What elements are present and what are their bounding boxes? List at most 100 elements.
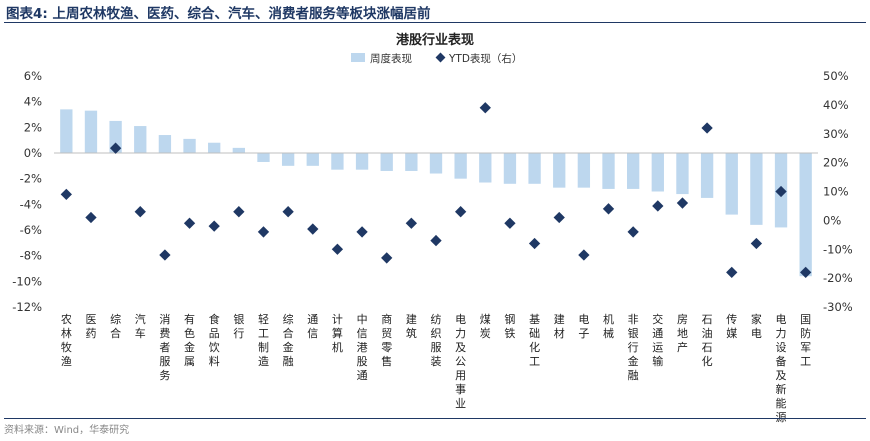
bar-综合: [109, 120, 122, 153]
right-tick-label: -20%: [823, 271, 853, 285]
marker-房地产: [676, 197, 689, 209]
category-label-建筑: 建筑: [406, 312, 417, 340]
bar-series: [60, 109, 812, 277]
figure-title-bar: 图表4: 上周农林牧渔、医药、综合、汽车、消费者服务等板块涨幅居前: [4, 0, 866, 23]
left-tick-label: 2%: [24, 120, 42, 134]
category-label-交通运输: 交通运输: [652, 312, 663, 368]
bar-家电: [750, 153, 763, 225]
left-tick-label: -4%: [20, 197, 42, 211]
right-tick-label: 20%: [823, 156, 849, 170]
category-label-房地产: 房地产: [677, 313, 688, 354]
category-label-建材: 建材: [554, 312, 565, 340]
bar-机械: [602, 153, 615, 189]
right-tick-label: 50%: [823, 69, 849, 83]
right-tick-label: 0%: [823, 213, 841, 227]
category-label-综合: 综合: [110, 312, 121, 340]
category-label-非银行金融: 非银行金融: [628, 313, 639, 382]
category-label-计算机: 计算机: [332, 313, 343, 354]
bar-综合金融: [281, 153, 295, 166]
bar-食品饮料: [208, 142, 221, 153]
source-rule: [4, 418, 866, 419]
marker-机械: [602, 203, 615, 215]
bar-房地产: [676, 153, 689, 195]
legend-marker-label: YTD表现（右）: [448, 52, 522, 65]
right-tick-label: 10%: [823, 185, 849, 199]
bar-商贸零售: [380, 153, 393, 171]
category-label-中信港股通: 中信港股通: [357, 313, 368, 382]
right-tick-label: -10%: [823, 242, 853, 256]
right-tick-label: -30%: [823, 300, 853, 314]
bar-农林牧渔: [60, 109, 73, 153]
legend-marker-swatch: [435, 52, 446, 63]
category-label-农林牧渔: 农林牧渔: [61, 312, 72, 368]
marker-食品饮料: [208, 220, 220, 232]
left-tick-label: -2%: [20, 172, 42, 186]
bar-医药: [84, 110, 98, 153]
marker-建材: [553, 211, 565, 224]
marker-计算机: [331, 243, 344, 255]
bar-轻工制造: [257, 153, 270, 162]
marker-银行: [233, 206, 245, 218]
left-tick-label: -8%: [20, 249, 42, 263]
marker-轻工制造: [257, 226, 270, 238]
marker-家电: [750, 237, 763, 250]
category-label-机械: 机械: [603, 312, 614, 340]
category-label-国防军工: 国防军工: [800, 313, 811, 368]
right-tick-label: 30%: [823, 127, 849, 141]
category-label-煤炭: 煤炭: [480, 313, 491, 340]
source-note: 资料来源：Wind，华泰研究: [4, 425, 130, 436]
category-label-石油石化: 石油石化: [702, 313, 713, 368]
marker-农林牧渔: [60, 188, 72, 201]
marker-医药: [85, 211, 97, 224]
category-label-通信: 通信: [307, 313, 318, 340]
bar-计算机: [331, 153, 344, 170]
category-label-汽车: 汽车: [135, 312, 146, 340]
marker-建筑: [405, 217, 418, 229]
marker-传媒: [726, 266, 738, 279]
bar-传媒: [725, 153, 738, 215]
marker-有色金属: [183, 217, 196, 229]
category-label-电力及公用事业: 电力及公用事业: [455, 313, 466, 410]
category-label-有色金属: 有色金属: [184, 312, 195, 368]
marker-消费者服务: [159, 249, 171, 261]
left-axis-ticks: 6% 4% 2% 0% -2% -4% -6% -8% -10% -12%: [12, 69, 42, 314]
right-axis-ticks: 50% 40% 30% 20% 10% 0% -10% -20% -30%: [823, 69, 853, 314]
category-label-纺织服装: 纺织服装: [431, 312, 442, 368]
legend-bar-swatch: [351, 53, 365, 62]
bar-汽车: [134, 126, 147, 153]
marker-series: [60, 102, 812, 279]
category-label-家电: 家电: [751, 312, 762, 340]
category-label-食品饮料: 食品饮料: [209, 312, 220, 368]
bar-石油石化: [700, 153, 714, 198]
bar-银行: [232, 147, 245, 153]
chart-title: 港股行业表现: [396, 32, 474, 48]
marker-电子: [578, 249, 590, 261]
right-tick-label: 40%: [823, 98, 849, 112]
bar-有色金属: [183, 138, 196, 153]
bar-煤炭: [479, 153, 492, 183]
marker-汽车: [134, 206, 146, 218]
marker-石油石化: [701, 122, 713, 134]
marker-非银行金融: [627, 226, 639, 238]
bar-钢铁: [503, 153, 517, 184]
bar-非银行金融: [627, 153, 640, 189]
marker-纺织服装: [430, 234, 442, 247]
marker-交通运输: [652, 200, 664, 212]
category-label-电力设备及新能源: 电力设备及新能源: [776, 313, 787, 424]
left-tick-label: 6%: [24, 69, 42, 83]
bar-交通运输: [651, 153, 664, 192]
marker-综合金融: [282, 206, 294, 218]
category-label-电子: 电子: [578, 313, 589, 340]
category-label-医药: 医药: [85, 313, 96, 340]
category-label-轻工制造: 轻工制造: [258, 312, 269, 368]
legend: 周度表现 YTD表现（右）: [351, 52, 522, 65]
bar-电力及公用事业: [454, 153, 467, 179]
marker-煤炭: [479, 102, 491, 114]
category-label-综合金融: 综合金融: [283, 312, 294, 368]
left-tick-label: -10%: [12, 274, 42, 288]
left-tick-label: -6%: [20, 223, 42, 237]
left-tick-label: 0%: [24, 146, 42, 160]
category-label-传媒: 传媒: [726, 313, 737, 340]
marker-国防军工: [800, 266, 812, 279]
